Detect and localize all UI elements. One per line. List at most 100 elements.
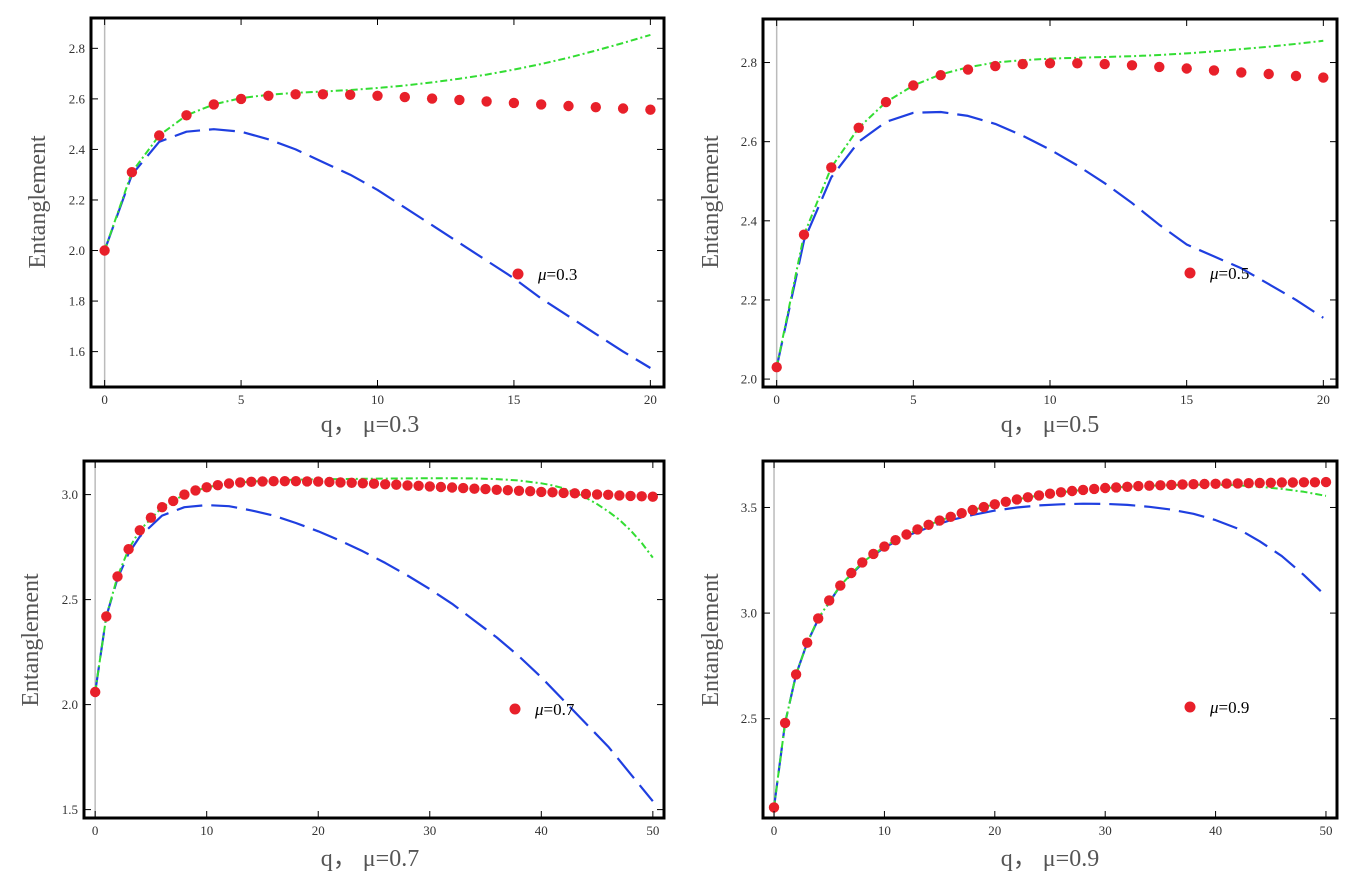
y-tick-label: 2.0: [69, 243, 85, 258]
data-point: [480, 483, 491, 495]
data-point: [112, 571, 123, 582]
y-tick-label: 2.0: [62, 697, 78, 712]
x-tick-label: 0: [101, 392, 108, 407]
data-point: [458, 482, 469, 494]
data-point: [1287, 477, 1299, 488]
data-point: [558, 487, 569, 499]
data-point: [279, 476, 290, 487]
data-point: [536, 99, 547, 110]
y-tick-label: 2.4: [69, 142, 86, 157]
data-point: [908, 80, 919, 91]
data-point: [290, 89, 301, 100]
data-point: [813, 613, 824, 624]
data-point: [853, 122, 864, 133]
data-point: [145, 512, 157, 523]
y-axis-title: Entanglement: [698, 573, 724, 707]
data-point: [1298, 477, 1310, 488]
data-point: [126, 167, 138, 178]
y-tick-label: 2.5: [62, 592, 78, 607]
data-point: [956, 508, 967, 519]
data-point: [1044, 488, 1056, 499]
data-point: [513, 485, 525, 496]
plot-frame: [89, 16, 666, 389]
data-point: [1263, 68, 1274, 80]
data-point: [1166, 479, 1177, 491]
x-tick-label: 30: [423, 823, 436, 838]
legend-label: μ=0.7: [534, 700, 575, 719]
data-point: [563, 100, 574, 112]
x-tick-label: 0: [92, 823, 99, 838]
data-point: [989, 499, 1000, 510]
data-point: [1144, 480, 1155, 491]
data-point: [1188, 479, 1199, 490]
legend-marker: [1184, 267, 1196, 279]
data-point: [771, 362, 782, 373]
data-point: [156, 502, 168, 513]
data-point: [580, 488, 592, 500]
data-point: [835, 580, 846, 591]
plot-area: [771, 39, 1329, 373]
data-point: [1290, 70, 1302, 82]
x-tick-label: 0: [773, 392, 780, 407]
y-tick-label: 2.8: [69, 41, 85, 56]
y-tick-label: 2.4: [741, 213, 758, 228]
data-point: [1236, 67, 1247, 78]
x-tick-label: 15: [1180, 392, 1193, 407]
data-point: [123, 544, 134, 555]
data-point: [235, 93, 247, 105]
data-point: [1000, 496, 1011, 507]
legend-marker: [1184, 701, 1196, 713]
data-point: [1181, 63, 1192, 74]
data-point: [617, 103, 629, 114]
data-point: [779, 717, 791, 729]
data-point: [263, 90, 274, 102]
data-point: [603, 489, 614, 500]
data-point: [469, 483, 480, 494]
series-line-approximation-1: [775, 110, 1324, 368]
series-line-approximation-1: [103, 128, 651, 369]
data-point: [391, 479, 402, 490]
data-point: [1243, 478, 1254, 489]
data-point: [846, 567, 857, 579]
data-point: [1177, 479, 1188, 490]
legend-label: μ=0.9: [1209, 698, 1249, 717]
data-point: [257, 476, 268, 487]
data-point: [481, 96, 492, 107]
data-point: [380, 479, 391, 490]
data-point: [223, 478, 235, 489]
data-point: [824, 595, 835, 606]
data-point: [268, 476, 279, 487]
series-line-approximation-2: [775, 39, 1324, 368]
data-point: [536, 486, 547, 498]
data-point: [446, 482, 458, 493]
data-point: [1133, 480, 1144, 492]
data-point: [1208, 65, 1220, 76]
plot-frame: [761, 459, 1339, 820]
data-point: [1126, 60, 1138, 71]
data-point: [346, 477, 357, 488]
data-point: [208, 99, 219, 110]
data-point: [879, 541, 890, 552]
y-tick-label: 2.0: [741, 372, 757, 387]
y-tick-label: 1.8: [69, 294, 85, 309]
data-point: [491, 484, 502, 495]
x-axis-title: q， μ=0.3: [321, 412, 419, 438]
x-tick-label: 50: [1319, 823, 1332, 838]
data-point: [912, 524, 923, 535]
data-point: [547, 487, 558, 498]
data-point: [1017, 58, 1028, 70]
data-point: [413, 480, 424, 491]
data-point: [99, 245, 110, 256]
plot-area: [768, 476, 1332, 813]
data-point: [426, 93, 438, 104]
y-tick-label: 2.6: [741, 134, 758, 149]
data-point: [1089, 483, 1100, 495]
data-point: [1022, 492, 1034, 503]
data-point: [1276, 477, 1288, 488]
legend-label: μ=0.5: [1209, 264, 1249, 283]
y-tick-label: 2.2: [69, 192, 85, 207]
data-point: [880, 96, 892, 108]
panel-top-right: 0 5 10 15 20 2.0 2.2 2.4 2.6 2.8 Entanglement q， μ=…: [698, 17, 1339, 438]
data-point: [246, 476, 257, 487]
x-tick-label: 5: [238, 392, 245, 407]
